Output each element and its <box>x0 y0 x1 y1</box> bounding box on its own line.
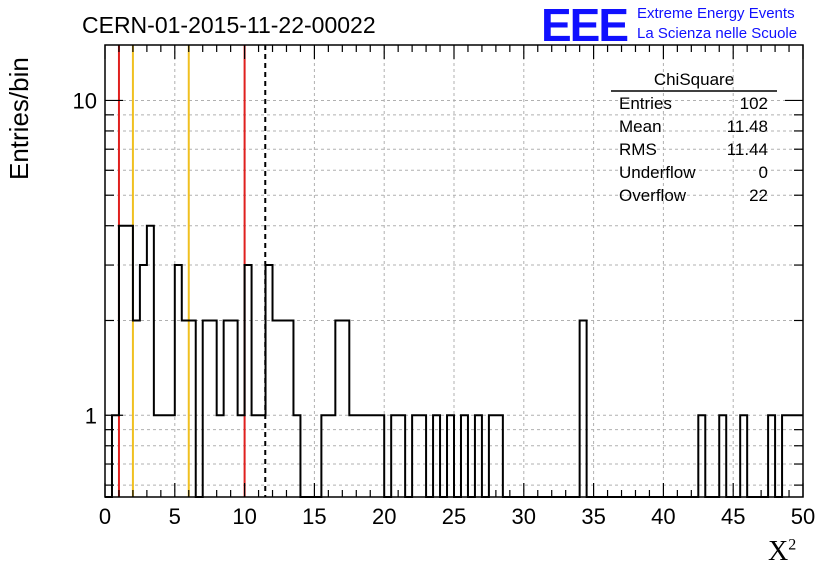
stats-label: RMS <box>619 140 657 159</box>
histogram-bin <box>168 415 175 497</box>
histogram-bin <box>175 265 182 497</box>
histogram-bin <box>356 415 363 497</box>
x-tick-label: 30 <box>512 504 536 529</box>
histogram-bin <box>342 320 349 497</box>
histogram-bin <box>782 415 789 497</box>
histogram-bin <box>580 320 587 497</box>
logo-caption-line1: Extreme Energy Events <box>637 5 795 22</box>
histogram-bin <box>161 415 168 497</box>
x-tick-label: 40 <box>651 504 675 529</box>
stats-value: 22 <box>749 186 768 205</box>
histogram-bin <box>768 415 775 497</box>
histogram-bin <box>412 415 419 497</box>
stats-label: Underflow <box>619 163 696 182</box>
histogram-bin <box>286 320 293 497</box>
histogram-bin <box>252 415 259 497</box>
stats-value: 11.48 <box>727 117 768 136</box>
x-tick-label: 15 <box>302 504 326 529</box>
histogram-bin <box>154 415 161 497</box>
y-tick-label: 10 <box>73 88 97 113</box>
histogram-bin <box>447 415 454 497</box>
histogram-bin <box>719 415 726 497</box>
stats-title: ChiSquare <box>654 70 734 89</box>
histogram-bin <box>461 415 468 497</box>
histogram-bin <box>349 415 356 497</box>
histogram-bin <box>245 265 252 497</box>
histogram-bin <box>147 226 154 497</box>
stats-value: 102 <box>740 94 768 113</box>
x-tick-label: 50 <box>791 504 815 529</box>
histogram-bin <box>266 265 273 497</box>
x-tick-label: 35 <box>581 504 605 529</box>
histogram-bin <box>335 320 342 497</box>
histogram-bin <box>433 415 440 497</box>
histogram-bin <box>328 415 335 497</box>
histogram-bin <box>203 320 210 497</box>
y-tick-label: 1 <box>85 403 97 428</box>
x-axis-label-main: X <box>768 536 789 567</box>
histogram-bin <box>370 415 377 497</box>
histogram-bin <box>419 415 426 497</box>
x-axis-label: X2 <box>768 536 796 568</box>
histogram-bin <box>140 265 147 497</box>
histogram-bin <box>119 226 126 497</box>
histogram-bin <box>280 320 287 497</box>
histogram-bin <box>475 415 482 497</box>
histogram-bin <box>698 415 705 497</box>
histogram-bin <box>273 320 280 497</box>
histogram-bin <box>740 415 747 497</box>
histogram-bin <box>259 415 266 497</box>
stats-value: 11.44 <box>727 140 768 159</box>
x-tick-label: 5 <box>169 504 181 529</box>
histogram-bin <box>321 415 328 497</box>
histogram-bin <box>391 415 398 497</box>
x-tick-label: 25 <box>442 504 466 529</box>
stats-label: Entries <box>619 94 672 113</box>
logo-caption-line2: La Scienza nelle Scuole <box>637 25 798 42</box>
histogram-bin <box>496 415 503 497</box>
histogram-bin <box>224 320 231 497</box>
histogram-bin <box>238 415 245 497</box>
x-axis-label-sup: 2 <box>788 536 797 554</box>
x-tick-label: 0 <box>99 504 111 529</box>
histogram-bin <box>217 415 224 497</box>
x-tick-label: 10 <box>232 504 256 529</box>
stats-label: Overflow <box>619 186 687 205</box>
histogram-bin <box>293 415 300 497</box>
histogram-bin <box>231 320 238 497</box>
histogram-bin <box>182 320 189 497</box>
stats-label: Mean <box>619 117 662 136</box>
histogram-bin <box>133 320 140 497</box>
chart-title: CERN-01-2015-11-22-00022 <box>82 12 376 38</box>
histogram-bin <box>377 415 384 497</box>
histogram-bin <box>210 320 217 497</box>
histogram-bars <box>105 224 803 498</box>
histogram-bin <box>489 415 496 497</box>
logo-caption: Extreme Energy Events La Scienza nelle S… <box>637 4 797 44</box>
axis-ticks: 0 5 10 15 20 25 30 35 40 45 50 1 10 <box>73 45 815 529</box>
histogram-bin <box>363 415 370 497</box>
eee-logo: EEE <box>541 0 629 51</box>
stats-value: 0 <box>759 163 768 182</box>
histogram-bin <box>126 226 133 497</box>
histogram-bin <box>189 320 196 497</box>
histogram-bin <box>398 415 405 497</box>
x-tick-label: 45 <box>721 504 745 529</box>
stats-box: ChiSquare Entries 102 Mean 11.48 RMS 11.44 Unde… <box>611 70 777 205</box>
x-tick-label: 20 <box>372 504 396 529</box>
